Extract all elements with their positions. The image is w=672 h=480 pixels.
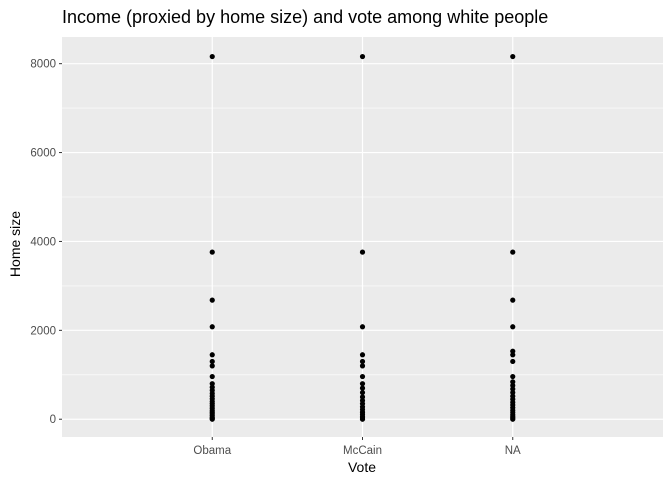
- data-points: [209, 53, 516, 422]
- data-point: [510, 389, 516, 396]
- data-point: [359, 53, 366, 60]
- data-point: [510, 53, 516, 60]
- data-point: [510, 379, 516, 385]
- data-point: [510, 324, 516, 330]
- data-point: [359, 363, 366, 369]
- data-point: [359, 249, 366, 255]
- data-point: [359, 385, 366, 391]
- data-point: [510, 348, 516, 354]
- data-point: [209, 373, 215, 380]
- data-point: [510, 358, 516, 365]
- data-point: [209, 297, 215, 303]
- y-tick-label: 4000: [30, 236, 56, 248]
- data-point: [209, 381, 215, 387]
- data-point: [510, 416, 516, 422]
- data-point: [510, 297, 516, 303]
- data-point: [209, 358, 215, 365]
- data-point: [359, 416, 366, 422]
- y-axis: 0 2000 4000 6000 8000: [30, 59, 62, 426]
- data-point: [209, 363, 215, 369]
- data-point: [510, 352, 516, 358]
- data-point: [209, 416, 215, 422]
- y-tick-label: 2000: [30, 325, 56, 337]
- data-point: [359, 352, 366, 358]
- data-point: [209, 324, 215, 330]
- chart-title: Income (proxied by home size) and vote a…: [62, 7, 548, 27]
- data-point: [359, 381, 366, 387]
- data-point: [359, 389, 366, 396]
- data-point: [510, 249, 516, 255]
- y-tick-label: 0: [50, 414, 56, 426]
- data-point: [510, 386, 516, 392]
- x-tick-label: NA: [505, 445, 521, 457]
- x-tick-label: Obama: [193, 445, 231, 457]
- y-tick-label: 6000: [30, 148, 56, 160]
- y-tick-label: 8000: [30, 59, 56, 71]
- x-axis-title: Vote: [348, 459, 376, 475]
- data-point: [359, 358, 366, 365]
- x-tick-label: McCain: [343, 445, 382, 457]
- grid-lines: [62, 37, 663, 437]
- y-axis-title: Home size: [7, 211, 23, 277]
- data-point: [209, 249, 215, 255]
- data-point: [510, 373, 516, 380]
- x-axis: Obama McCain NA: [193, 437, 521, 457]
- data-point: [359, 373, 366, 380]
- data-point: [359, 394, 366, 400]
- data-point: [510, 382, 516, 389]
- data-point: [209, 53, 215, 60]
- data-point: [359, 324, 366, 330]
- data-point: [209, 352, 215, 358]
